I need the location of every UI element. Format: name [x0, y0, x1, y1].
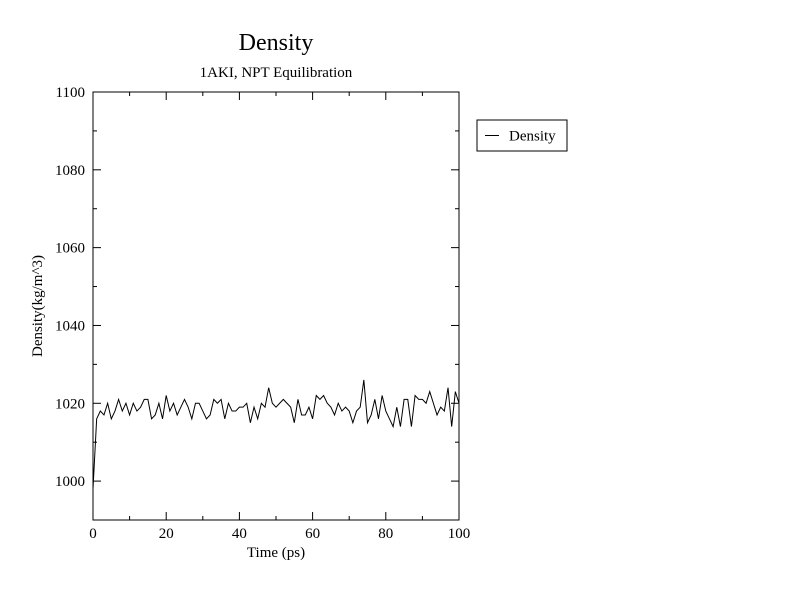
y-tick-label: 1020 — [55, 396, 85, 412]
x-tick-label: 0 — [89, 526, 97, 542]
chart-subtitle: 1AKI, NPT Equilibration — [200, 65, 353, 81]
x-tick-label: 40 — [232, 526, 247, 542]
y-tick-label: 1040 — [55, 318, 85, 334]
legend-label: Density — [509, 129, 556, 145]
x-tick-label: 20 — [159, 526, 174, 542]
x-tick-label: 80 — [378, 526, 393, 542]
y-tick-label: 1000 — [55, 474, 85, 490]
y-tick-label: 1100 — [56, 85, 85, 101]
x-axis-label: Time (ps) — [247, 545, 305, 561]
x-tick-label: 60 — [305, 526, 320, 542]
chart-title: Density — [239, 30, 314, 56]
y-tick-label: 1080 — [55, 163, 85, 179]
y-axis-label: Density(kg/m^3) — [30, 255, 46, 357]
data-line — [92, 379, 460, 489]
y-tick-label: 1060 — [55, 241, 85, 257]
x-tick-label: 100 — [448, 526, 471, 542]
